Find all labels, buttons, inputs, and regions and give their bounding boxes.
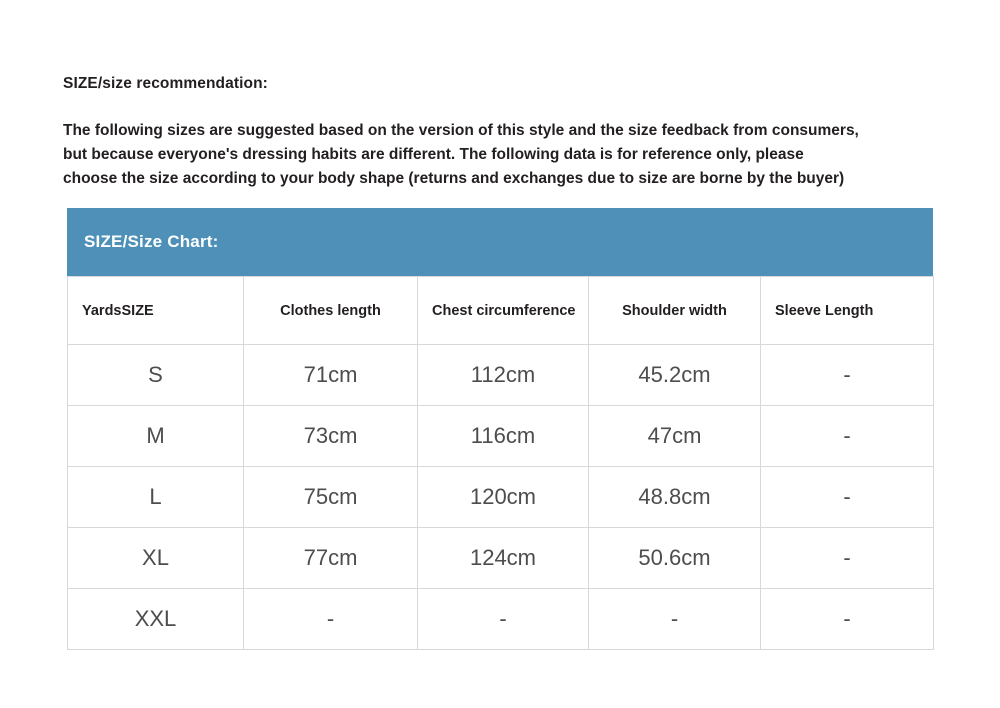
table-header: YardsSIZE Clothes length Chest circumfer… [67,276,934,345]
table-header-row: YardsSIZE Clothes length Chest circumfer… [67,276,934,345]
size-chart-table: YardsSIZE Clothes length Chest circumfer… [67,276,934,650]
column-header-shoulder-width: Shoulder width [588,276,761,345]
table-row: XXL - - - - [67,588,934,650]
cell-clothes-length: - [243,588,418,650]
cell-size: M [67,405,244,467]
cell-clothes-length: 73cm [243,405,418,467]
page-title: SIZE/size recommendation: [63,75,268,92]
column-header-chest-circumference: Chest circumference [417,276,589,345]
cell-shoulder: - [588,588,761,650]
cell-clothes-length: 71cm [243,344,418,406]
cell-chest: 112cm [417,344,589,406]
size-chart-banner-title: SIZE/Size Chart: [84,232,219,251]
cell-shoulder: 48.8cm [588,466,761,528]
cell-size: S [67,344,244,406]
cell-sleeve: - [760,466,934,528]
intro-paragraph: The following sizes are suggested based … [63,119,943,191]
intro-paragraph-line-1: The following sizes are suggested based … [63,122,859,139]
table-row: XL 77cm 124cm 50.6cm - [67,527,934,589]
cell-sleeve: - [760,527,934,589]
cell-chest: 120cm [417,466,589,528]
column-header-yards-size: YardsSIZE [67,276,244,345]
intro-paragraph-line-3: choose the size according to your body s… [63,170,845,187]
table-row: L 75cm 120cm 48.8cm - [67,466,934,528]
cell-shoulder: 50.6cm [588,527,761,589]
cell-sleeve: - [760,405,934,467]
cell-sleeve: - [760,588,934,650]
cell-sleeve: - [760,344,934,406]
cell-size: XL [67,527,244,589]
cell-size: L [67,466,244,528]
cell-chest: 116cm [417,405,589,467]
cell-chest: 124cm [417,527,589,589]
column-header-clothes-length: Clothes length [243,276,418,345]
intro-paragraph-line-2: but because everyone's dressing habits a… [63,146,804,163]
table-row: M 73cm 116cm 47cm - [67,405,934,467]
column-header-sleeve-length: Sleeve Length [760,276,934,345]
table-body: S 71cm 112cm 45.2cm - M 73cm 116cm 47cm … [67,344,934,650]
size-chart-banner: SIZE/Size Chart: [67,208,933,276]
cell-clothes-length: 77cm [243,527,418,589]
cell-shoulder: 45.2cm [588,344,761,406]
size-chart-table-container: SIZE/Size Chart: YardsSIZE Clothes lengt… [67,208,934,650]
cell-chest: - [417,588,589,650]
cell-size: XXL [67,588,244,650]
table-row: S 71cm 112cm 45.2cm - [67,344,934,406]
cell-shoulder: 47cm [588,405,761,467]
cell-clothes-length: 75cm [243,466,418,528]
